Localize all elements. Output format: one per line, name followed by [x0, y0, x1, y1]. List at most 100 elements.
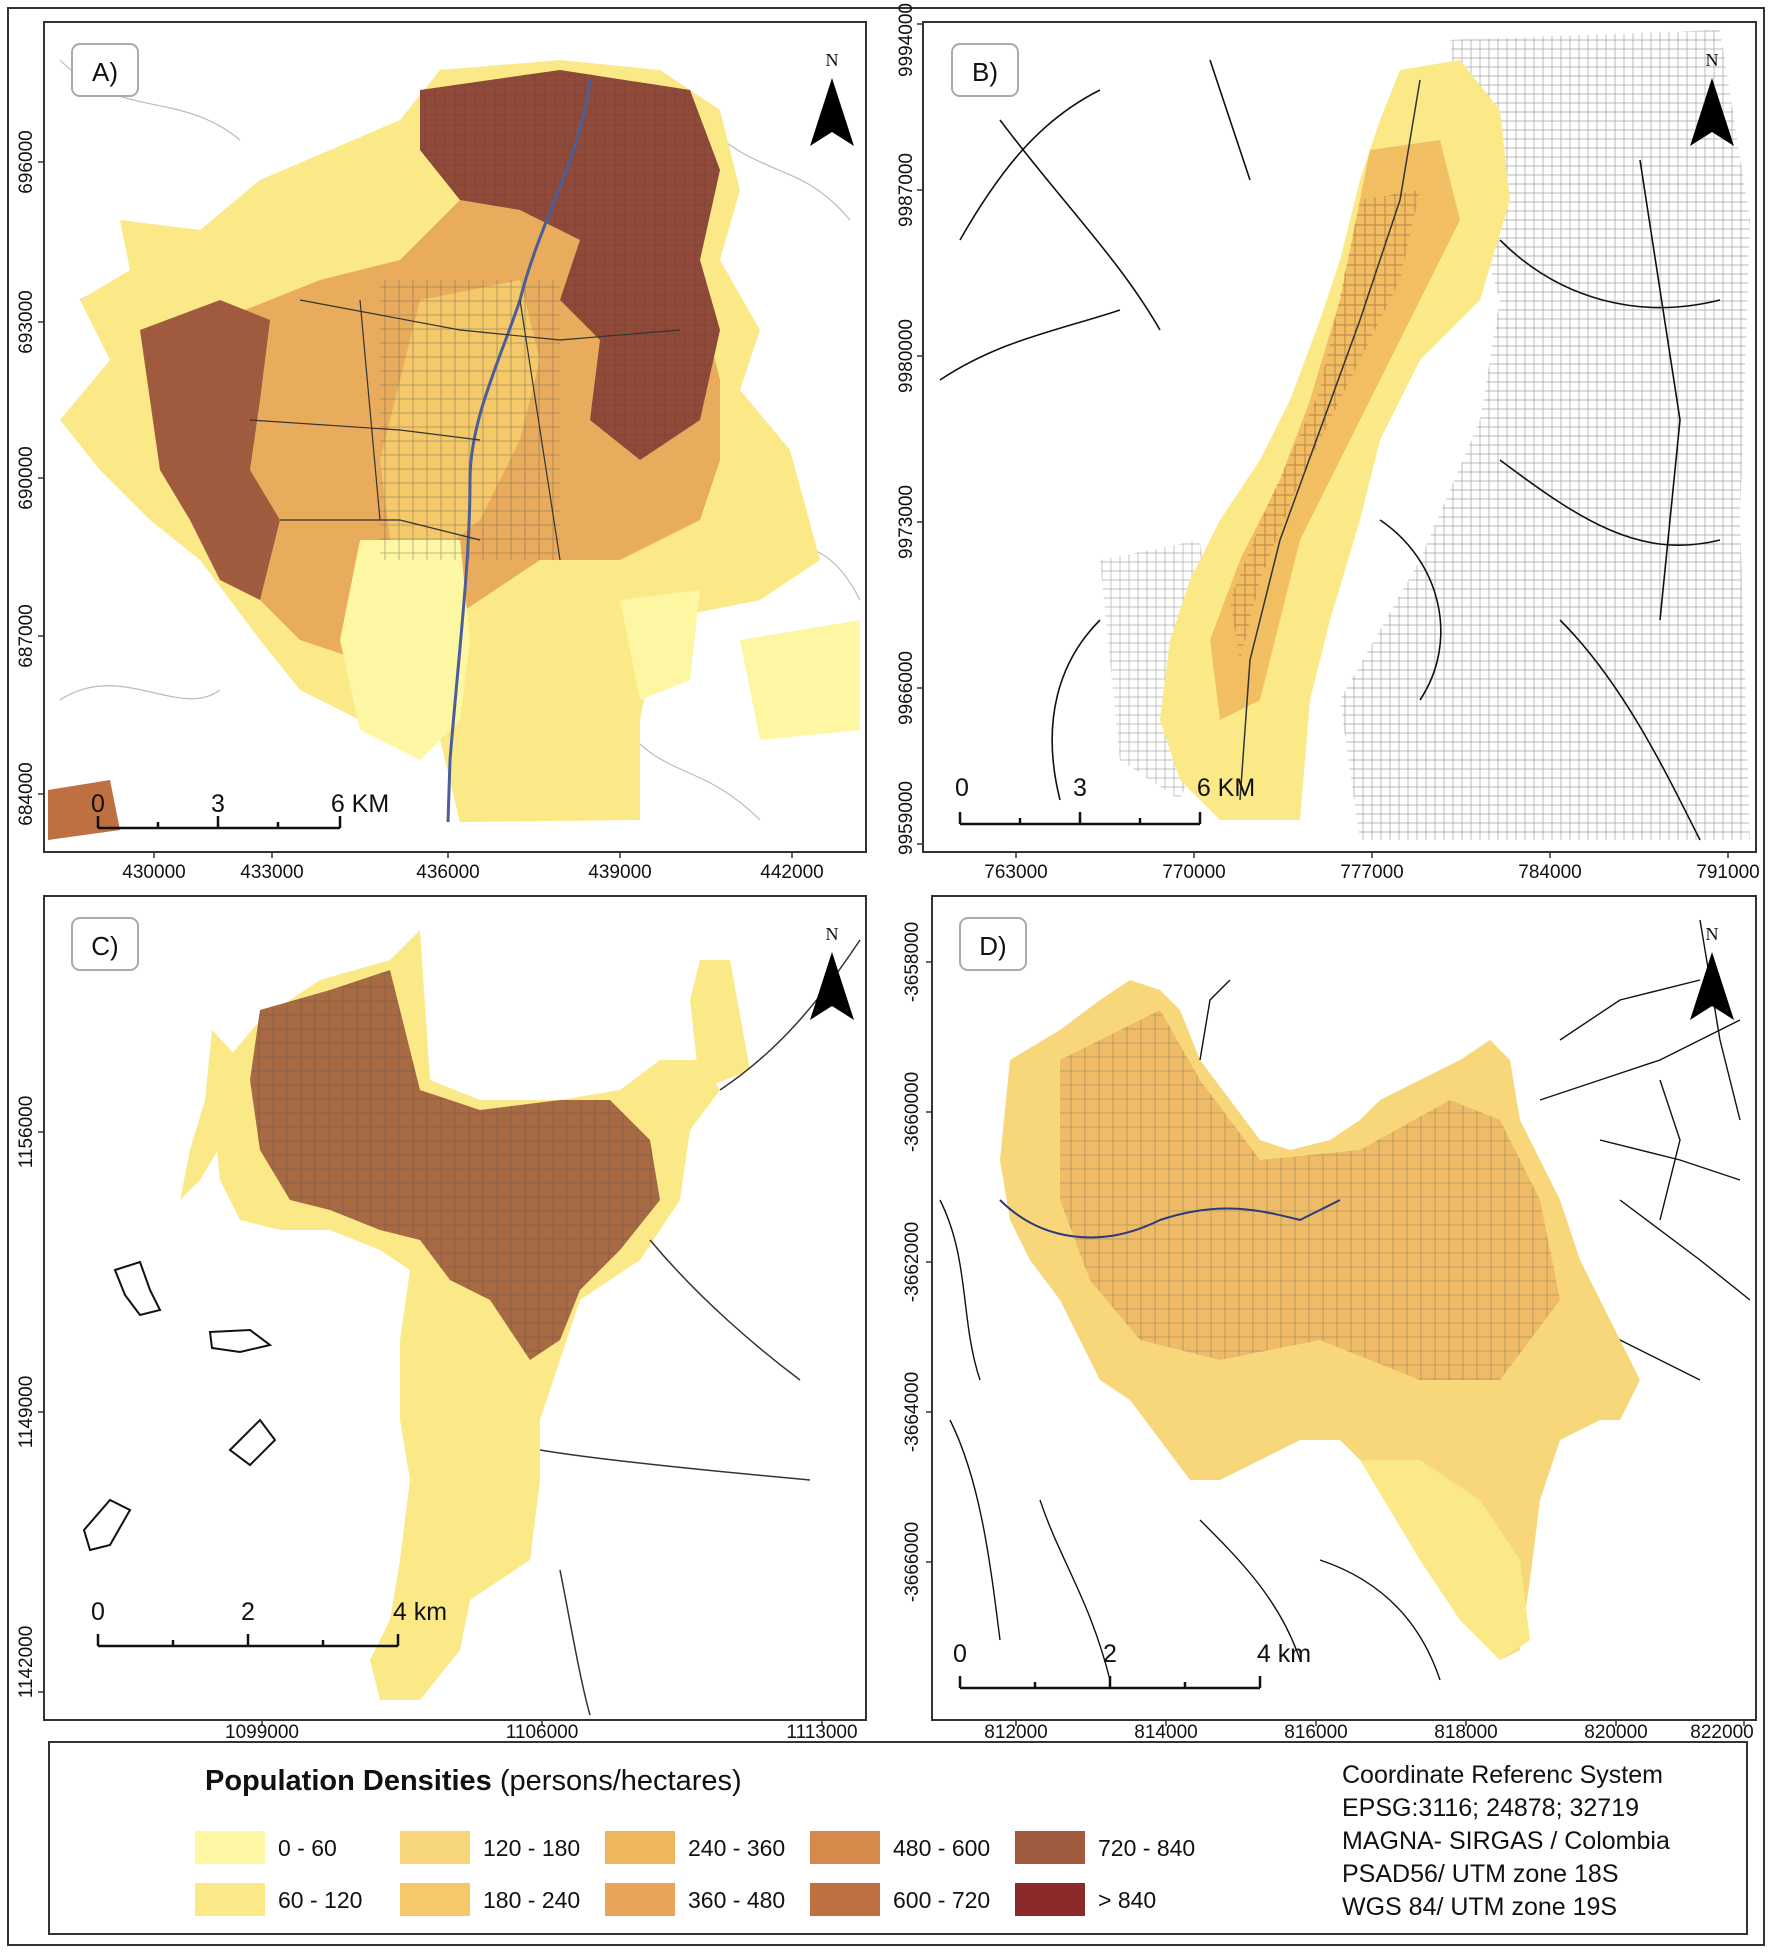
north-arrow-icon [1690, 952, 1734, 1020]
legend-class-label: 240 - 360 [688, 1835, 786, 1861]
panel-b-xtick: 777000 [1340, 862, 1403, 883]
legend-class-label: 360 - 480 [688, 1887, 786, 1913]
legend-swatch [605, 1883, 675, 1916]
panel-a-sw-patch [48, 780, 120, 840]
legend-swatch [195, 1883, 265, 1916]
panel-c-scale-label: 0 [91, 1598, 105, 1626]
panel-c-island [82, 1498, 132, 1552]
panel-a-xtick: 433000 [240, 862, 303, 883]
panel-a-south-low [340, 540, 470, 760]
panel-a-ytick: 684000 [16, 762, 37, 825]
panel-c-island [113, 1260, 162, 1317]
panel-d-scale-label: 4 km [1257, 1640, 1311, 1668]
panel-b-map [939, 30, 1750, 841]
panel-b-label: B) [972, 57, 998, 87]
panel-d-scale-label: 2 [1103, 1640, 1117, 1668]
panel-d-xtick: 814000 [1134, 1722, 1197, 1743]
panel-b-ticks [917, 23, 1729, 858]
panel-c: 1156000 1149000 1142000 1099000 1106000 … [16, 895, 867, 1743]
panel-c-ytick: 1142000 [16, 1626, 37, 1699]
legend-title-line: Population Densities (persons/hectares) [205, 1765, 742, 1798]
panel-c-scale-label: 2 [241, 1598, 255, 1626]
panel-b-ytick: 9994000 [896, 3, 917, 77]
legend-swatch [1015, 1883, 1085, 1916]
legend-class-label: 180 - 240 [483, 1887, 581, 1913]
panel-d-map [939, 919, 1751, 1681]
panel-c-north-label: N [826, 924, 839, 944]
panel-a-north-label: N [826, 50, 839, 70]
panel-a: 696000 693000 690000 687000 684000 43000… [16, 21, 867, 883]
panel-c-island [208, 1328, 273, 1354]
panel-b-ytick: 9959000 [896, 781, 917, 855]
panel-c-label-box [71, 917, 139, 971]
panel-a-scale-label: 3 [211, 790, 225, 818]
panel-d-label-box [959, 917, 1027, 971]
legend-swatch [1015, 1831, 1085, 1864]
panel-a-xtick: 430000 [122, 862, 185, 883]
north-arrow-icon [810, 952, 854, 1020]
panel-c-scale-bar: 0 2 4 km [91, 1598, 447, 1648]
panel-b-xtick: 763000 [984, 862, 1047, 883]
panel-d-xtick: 818000 [1434, 1722, 1497, 1743]
crs-line: MAGNA- SIRGAS / Colombia [1342, 1827, 1670, 1855]
panel-b-ytick: 9966000 [896, 651, 917, 725]
panel-a-label-box [71, 43, 139, 97]
panel-d-ytick: -3666000 [902, 1522, 923, 1602]
panel-a-xtick: 442000 [760, 862, 823, 883]
panel-b-ytick: 9987000 [896, 153, 917, 227]
panel-b-scale-bar: 0 3 6 KM [955, 774, 1255, 826]
crs-line: WGS 84/ UTM zone 19S [1342, 1893, 1618, 1921]
panel-d-scale-bar: 0 2 4 km [953, 1640, 1311, 1690]
panel-a-scale-label: 6 KM [331, 790, 389, 818]
panel-a-urban-west [140, 300, 280, 600]
panel-c-peninsula [180, 1030, 240, 1200]
legend-swatch [400, 1831, 470, 1864]
panel-d-north-label: N [1706, 924, 1719, 944]
panel-b-xtick: 784000 [1518, 862, 1581, 883]
crs-line: EPSG:3116; 24878; 32719 [1342, 1794, 1639, 1822]
panel-b-label-box [951, 43, 1019, 97]
panel-c-label: C) [91, 931, 118, 961]
panel-a-scale-bar: 0 3 6 KM [91, 790, 389, 830]
crs-block: Coordinate Referenc System EPSG:3116; 24… [1342, 1759, 1670, 1924]
legend-title: Population Densities [205, 1765, 492, 1797]
panel-a-label: A) [92, 57, 118, 87]
panel-b-xtick: 770000 [1162, 862, 1225, 883]
legend-class-label: 480 - 600 [893, 1835, 991, 1861]
panel-d-xtick: 812000 [984, 1722, 1047, 1743]
panel-a-river [446, 79, 592, 823]
panel-c-map [82, 930, 861, 1716]
legend-swatch [195, 1831, 265, 1864]
legend-class-label: 0 - 60 [278, 1835, 337, 1861]
legend-swatch [605, 1831, 675, 1864]
panel-c-xtick: 1106000 [506, 1722, 579, 1743]
legend-class-label: > 840 [1098, 1887, 1157, 1913]
panel-c-ticks [38, 1131, 823, 1726]
panel-a-ticks [38, 161, 793, 858]
panel-a-ytick: 687000 [16, 604, 37, 667]
panel-b-scale-label: 0 [955, 774, 969, 802]
panel-d-xtick: 822000 [1690, 1722, 1753, 1743]
panel-c-ytick: 1149000 [16, 1376, 37, 1449]
panel-b-ytick: 9980000 [896, 319, 917, 393]
legend-class-label: 600 - 720 [893, 1887, 991, 1913]
panel-d: -3658000 -3660000 -3662000 -3664000 -366… [902, 895, 1757, 1743]
crs-line: PSAD56/ UTM zone 18S [1342, 1860, 1619, 1888]
panel-b: 9994000 9987000 9980000 9973000 9966000 … [896, 3, 1760, 883]
panel-a-ytick: 690000 [16, 446, 37, 509]
panel-d-xtick: 820000 [1584, 1722, 1647, 1743]
legend-swatch [400, 1883, 470, 1916]
panel-a-scale-label: 0 [91, 790, 105, 818]
panel-a-map [48, 59, 861, 840]
legend: Population Densities (persons/hectares) … [48, 1741, 1748, 1935]
panel-a-xtick: 436000 [416, 862, 479, 883]
panel-d-ytick: -3664000 [902, 1372, 923, 1452]
legend-class-label: 720 - 840 [1098, 1835, 1196, 1861]
panel-b-scale-label: 3 [1073, 774, 1087, 802]
panel-a-ytick: 693000 [16, 290, 37, 353]
panel-b-scale-label: 6 KM [1197, 774, 1255, 802]
north-arrow-icon [1690, 78, 1734, 146]
panel-c-xtick: 1113000 [786, 1722, 857, 1743]
figure-outer-frame [7, 7, 1765, 1946]
